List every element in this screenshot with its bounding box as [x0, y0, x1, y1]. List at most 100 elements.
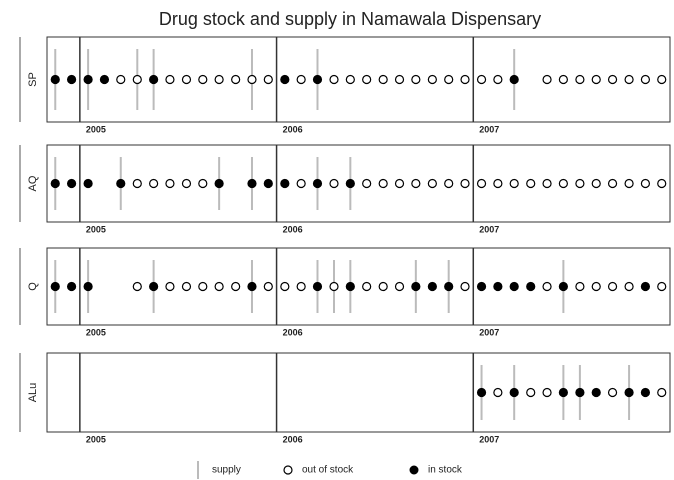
out-of-stock-dot — [558, 178, 568, 189]
out-of-stock-dot — [214, 281, 224, 292]
x-tick-label: 2005 — [86, 224, 106, 234]
out-of-stock-dot — [165, 178, 175, 189]
out-of-stock-dot — [378, 178, 388, 189]
x-tick-label: 2006 — [283, 124, 303, 134]
in-stock-dot — [83, 74, 93, 85]
in-stock-dot — [526, 281, 536, 292]
in-stock-dot — [263, 178, 273, 189]
out-of-stock-dot — [231, 281, 241, 292]
out-of-stock-dot — [624, 281, 634, 292]
out-of-stock-dot — [526, 387, 536, 398]
x-tick-label: 2006 — [283, 327, 303, 337]
out-of-stock-dot — [575, 74, 585, 85]
in-stock-dot — [312, 281, 323, 292]
in-stock-dot — [50, 281, 60, 292]
out-of-stock-dot — [362, 74, 372, 85]
legend-label: in stock — [428, 465, 463, 476]
out-of-stock-dot — [394, 178, 405, 189]
in-stock-dot — [509, 387, 519, 398]
out-of-stock-dot — [263, 281, 273, 292]
out-of-stock-dot — [493, 74, 503, 85]
out-of-stock-dot — [132, 74, 142, 85]
out-of-stock-dot — [657, 178, 667, 189]
in-stock-dot — [149, 281, 159, 292]
in-stock-dot — [345, 281, 355, 292]
out-of-stock-dot — [542, 281, 552, 292]
out-of-stock-dot — [493, 387, 503, 398]
out-of-stock-dot — [575, 281, 585, 292]
out-of-stock-dot — [247, 74, 257, 85]
in-stock-dot — [591, 387, 601, 398]
in-stock-dot — [624, 387, 634, 398]
in-stock-dot — [50, 74, 60, 85]
panel-label: AQ — [27, 175, 39, 191]
out-of-stock-dot — [296, 178, 306, 189]
out-of-stock-dot — [394, 74, 405, 85]
in-stock-dot — [509, 281, 519, 292]
out-of-stock-dot — [460, 281, 470, 292]
out-of-stock-dot — [394, 281, 405, 292]
out-of-stock-dot — [624, 74, 634, 85]
in-stock-dot — [280, 74, 290, 85]
in-stock-dot — [66, 178, 77, 189]
in-stock-dot — [247, 281, 257, 292]
out-of-stock-dot — [411, 74, 421, 85]
in-stock-dot — [312, 178, 323, 189]
out-of-stock-dot — [575, 178, 585, 189]
out-of-stock-dot — [362, 281, 372, 292]
out-of-stock-dot — [509, 178, 519, 189]
in-stock-dot — [640, 281, 651, 292]
out-of-stock-dot — [296, 74, 306, 85]
x-tick-label: 2006 — [283, 224, 303, 234]
out-of-stock-dot — [607, 281, 618, 292]
out-of-stock-dot — [165, 281, 175, 292]
out-of-stock-dot — [542, 178, 552, 189]
out-of-stock-dot — [657, 281, 667, 292]
panel-label: SP — [27, 72, 39, 87]
out-of-stock-dot — [231, 74, 241, 85]
out-of-stock-dot — [181, 178, 192, 189]
in-stock-dot — [149, 74, 159, 85]
in-stock-dot — [575, 387, 585, 398]
out-of-stock-dot — [476, 178, 487, 189]
out-of-stock-dot — [657, 387, 667, 398]
in-stock-dot — [116, 178, 126, 189]
x-tick-label: 2007 — [479, 327, 499, 337]
out-of-stock-dot — [181, 281, 192, 292]
x-tick-label: 2007 — [479, 434, 499, 444]
in-stock-dot — [214, 178, 224, 189]
out-of-stock-dot — [214, 74, 224, 85]
in-stock-dot — [312, 74, 323, 85]
out-of-stock-dot — [526, 178, 536, 189]
out-of-stock-dot — [263, 74, 273, 85]
out-of-stock-dot — [149, 178, 159, 189]
out-of-stock-dot — [624, 178, 634, 189]
x-tick-label: 2005 — [86, 327, 106, 337]
in-stock-dot — [99, 74, 110, 85]
out-of-stock-dot — [181, 74, 192, 85]
panel-frame — [46, 36, 671, 123]
out-of-stock-dot — [460, 74, 470, 85]
in-stock-dot — [444, 281, 454, 292]
out-of-stock-dot — [411, 178, 421, 189]
in-stock-dot — [509, 74, 519, 85]
legend-in-icon — [409, 465, 419, 475]
out-of-stock-dot — [607, 74, 618, 85]
out-of-stock-dot — [362, 178, 372, 189]
out-of-stock-dot — [444, 178, 454, 189]
x-tick-label: 2007 — [479, 124, 499, 134]
out-of-stock-dot — [329, 74, 339, 85]
out-of-stock-dot — [296, 281, 306, 292]
out-of-stock-dot — [378, 74, 388, 85]
out-of-stock-dot — [427, 178, 437, 189]
legend-label: out of stock — [302, 465, 354, 476]
panel-frame — [46, 352, 671, 433]
panel-frame — [46, 247, 671, 326]
out-of-stock-dot — [116, 74, 126, 85]
out-of-stock-dot — [591, 281, 601, 292]
panel-frame — [46, 144, 671, 223]
out-of-stock-dot — [542, 387, 552, 398]
in-stock-dot — [345, 178, 355, 189]
out-of-stock-dot — [591, 74, 601, 85]
